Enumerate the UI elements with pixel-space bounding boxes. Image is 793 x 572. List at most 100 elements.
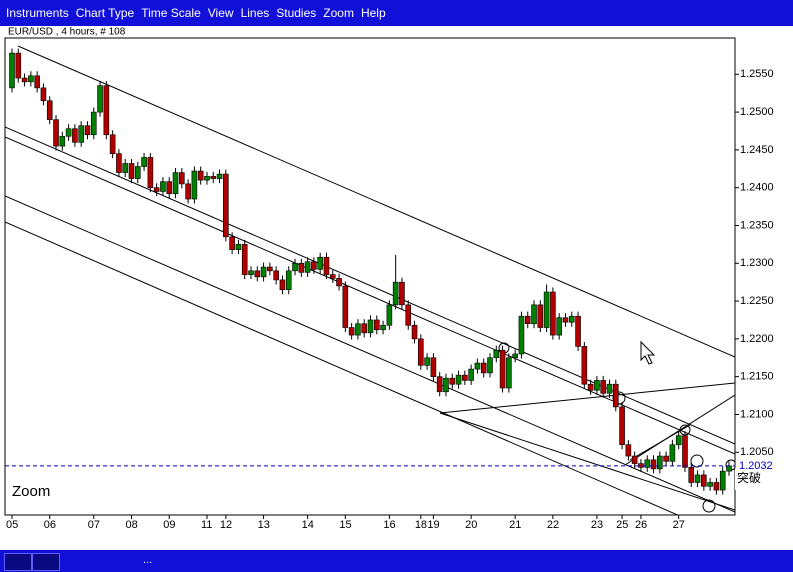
y-tick-label: 1.2300 xyxy=(740,257,774,269)
candle-body xyxy=(179,172,185,185)
menu-item[interactable]: Instruments xyxy=(6,6,69,20)
candle-body xyxy=(430,357,437,377)
candle-body xyxy=(197,170,204,181)
candle-body xyxy=(153,187,160,192)
candle-body xyxy=(367,319,374,334)
y-tick-label: 1.2050 xyxy=(740,446,774,458)
status-text: ... xyxy=(143,554,153,566)
candle-body xyxy=(449,377,456,385)
candle-body xyxy=(53,119,59,147)
candle-body xyxy=(543,291,550,328)
candle-body xyxy=(254,270,261,278)
x-tick-label: 25 xyxy=(616,519,628,531)
x-tick-label: 08 xyxy=(126,519,138,531)
y-tick-label: 1.2400 xyxy=(740,182,774,194)
candle-body xyxy=(688,467,695,483)
candle-body xyxy=(455,374,462,385)
x-tick-label: 05 xyxy=(6,519,18,531)
menu-item[interactable]: Chart Type xyxy=(75,6,135,20)
x-tick-label: 20 xyxy=(465,519,477,531)
candle-body xyxy=(581,346,588,385)
annotation-text: 突破 xyxy=(737,470,761,485)
y-tick-label: 1.2250 xyxy=(740,295,774,307)
candle-body xyxy=(612,383,619,408)
candle-body xyxy=(304,261,311,273)
candle-body xyxy=(694,474,701,483)
candle-body xyxy=(97,85,103,113)
candle-body xyxy=(493,349,500,359)
candle-body xyxy=(72,128,78,143)
candle-body xyxy=(631,455,638,464)
candle-body xyxy=(657,455,663,470)
candle-body xyxy=(550,291,556,336)
candle-body xyxy=(625,444,632,457)
candle-body xyxy=(279,279,286,291)
x-tick-label: 07 xyxy=(88,519,100,531)
candle-body xyxy=(147,157,154,188)
candle-body xyxy=(524,315,531,325)
menu-item[interactable]: Lines xyxy=(240,6,270,20)
candle-body xyxy=(600,380,607,394)
candle-body xyxy=(185,183,191,200)
candle-body xyxy=(141,157,147,167)
candle-body xyxy=(122,163,129,173)
candle-body xyxy=(682,435,688,468)
candle-body xyxy=(606,383,613,394)
candle-body xyxy=(90,111,97,136)
trendlines xyxy=(5,45,735,515)
candle-body xyxy=(587,383,594,391)
candle-body xyxy=(675,435,682,445)
candle-body xyxy=(59,135,66,147)
candle-body xyxy=(84,125,91,136)
candle-body xyxy=(392,281,399,306)
candle-body xyxy=(663,455,669,462)
status-button[interactable] xyxy=(32,553,60,571)
status-button[interactable] xyxy=(4,553,32,571)
annotation-box xyxy=(735,468,765,490)
menu-item[interactable]: Time Scale xyxy=(141,6,201,20)
menu-item[interactable]: Studies xyxy=(276,6,317,20)
candle-body xyxy=(292,262,298,272)
chart-title: EUR/USD , 4 hours, # 108 xyxy=(8,27,126,38)
candle-body xyxy=(474,362,481,370)
candle-body xyxy=(172,172,179,195)
y-tick-label: 1.2200 xyxy=(740,333,774,345)
status-bar: ... xyxy=(0,550,793,572)
x-tick-label: 22 xyxy=(547,519,559,531)
candle-body xyxy=(311,261,317,270)
x-tick-label: 09 xyxy=(163,519,175,531)
y-tick-label: 1.2150 xyxy=(740,371,774,383)
candle-body xyxy=(707,482,713,487)
x-tick-label: 16 xyxy=(383,519,395,531)
candle-body xyxy=(273,270,279,281)
candle-body xyxy=(285,270,292,291)
candle-body xyxy=(166,181,173,195)
candle-body xyxy=(644,459,651,468)
candle-body xyxy=(191,170,198,200)
x-tick-label: 23 xyxy=(591,519,603,531)
candle-body xyxy=(669,444,676,462)
candle-body xyxy=(342,285,349,328)
candle-body xyxy=(386,304,393,326)
candle-body xyxy=(650,459,657,470)
x-tick-label: 21 xyxy=(509,519,521,531)
candle-body xyxy=(411,324,418,340)
menu-item[interactable]: Zoom xyxy=(323,6,354,20)
x-tick-label: 14 xyxy=(302,519,314,531)
x-tick-label: 15 xyxy=(339,519,351,531)
candle-body xyxy=(462,374,468,381)
y-tick-label: 1.2550 xyxy=(740,68,774,80)
x-tick-label: 27 xyxy=(673,519,685,531)
candle-body xyxy=(260,266,267,278)
candle-body xyxy=(512,353,518,359)
mouse-cursor xyxy=(640,340,656,365)
menu-item[interactable]: Help xyxy=(360,6,386,20)
x-tick-label: 13 xyxy=(258,519,270,531)
candle-body xyxy=(468,368,474,381)
x-tick-label: 06 xyxy=(44,519,56,531)
x-tick-label: 11 xyxy=(201,519,212,531)
menu-item[interactable]: View xyxy=(207,6,234,20)
candle-body xyxy=(298,262,305,273)
candle-body xyxy=(204,176,210,181)
